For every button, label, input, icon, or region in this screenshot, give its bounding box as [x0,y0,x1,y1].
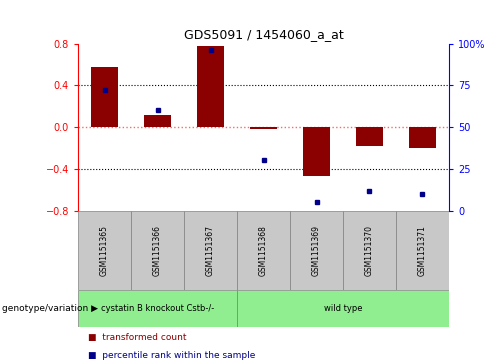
Text: GSM1151371: GSM1151371 [418,225,427,276]
Bar [131,211,184,290]
Bar [303,127,330,176]
Text: GSM1151365: GSM1151365 [100,225,109,276]
Bar [78,290,237,327]
Text: GSM1151369: GSM1151369 [312,225,321,276]
Bar [356,127,383,146]
Bar [343,211,396,290]
Bar [396,211,449,290]
Text: cystatin B knockout Cstb-/-: cystatin B knockout Cstb-/- [101,304,214,313]
Bar [197,46,224,127]
Bar [409,127,436,148]
Title: GDS5091 / 1454060_a_at: GDS5091 / 1454060_a_at [183,28,344,41]
Bar [78,211,131,290]
Bar [237,211,290,290]
Bar [144,115,171,127]
Text: wild type: wild type [324,304,362,313]
Bar [184,211,237,290]
Text: GSM1151370: GSM1151370 [365,225,374,276]
Bar [91,66,118,127]
Text: GSM1151367: GSM1151367 [206,225,215,276]
Bar [290,211,343,290]
Bar [237,290,449,327]
Text: ■  percentile rank within the sample: ■ percentile rank within the sample [88,351,255,360]
Text: genotype/variation ▶: genotype/variation ▶ [2,304,99,313]
Bar [250,127,277,129]
Text: GSM1151366: GSM1151366 [153,225,162,276]
Text: ■  transformed count: ■ transformed count [88,333,186,342]
Text: GSM1151368: GSM1151368 [259,225,268,276]
